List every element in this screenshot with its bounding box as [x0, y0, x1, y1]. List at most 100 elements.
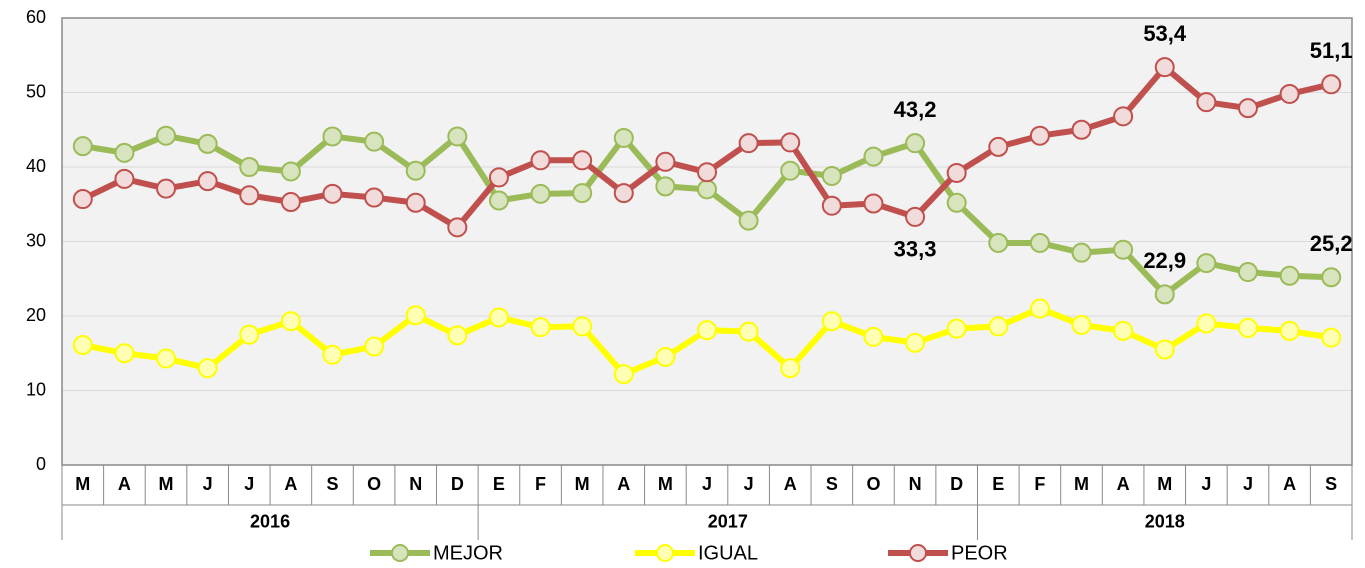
marker	[405, 192, 426, 213]
marker	[488, 307, 509, 328]
marker	[572, 183, 593, 204]
marker	[738, 210, 759, 231]
x-tick-label: J	[744, 474, 754, 494]
legend-label: MEJOR	[433, 542, 503, 564]
y-tick-label: 0	[36, 454, 46, 474]
marker	[655, 176, 676, 197]
marker	[1279, 265, 1300, 286]
y-tick-label: 30	[26, 230, 46, 250]
marker	[572, 316, 593, 337]
marker	[197, 171, 218, 192]
marker	[738, 133, 759, 154]
marker	[72, 136, 93, 157]
marker	[821, 165, 842, 186]
marker	[156, 348, 177, 369]
marker	[280, 192, 301, 213]
marker	[1113, 320, 1134, 341]
marker	[946, 192, 967, 213]
marker	[821, 311, 842, 332]
marker	[156, 178, 177, 199]
legend-marker	[656, 544, 674, 562]
data-label: 53,4	[1143, 21, 1187, 46]
marker	[905, 332, 926, 353]
marker	[1321, 267, 1342, 288]
marker	[447, 325, 468, 346]
x-tick-label: A	[784, 474, 797, 494]
marker	[1321, 327, 1342, 348]
marker	[114, 343, 135, 364]
marker	[988, 316, 1009, 337]
group-label: 2016	[250, 511, 290, 531]
marker	[905, 206, 926, 227]
x-tick-label: S	[1325, 474, 1337, 494]
marker	[364, 131, 385, 152]
x-tick-label: S	[326, 474, 338, 494]
marker	[322, 183, 343, 204]
marker	[738, 321, 759, 342]
group-label: 2018	[1145, 511, 1185, 531]
data-label: 33,3	[894, 237, 937, 262]
marker	[156, 125, 177, 146]
y-tick-label: 20	[26, 305, 46, 325]
marker	[655, 346, 676, 367]
marker	[239, 185, 260, 206]
marker	[988, 136, 1009, 157]
marker	[72, 335, 93, 356]
x-tick-label: M	[575, 474, 590, 494]
marker	[780, 358, 801, 379]
marker	[1196, 92, 1217, 113]
x-tick-label: M	[658, 474, 673, 494]
marker	[1029, 125, 1050, 146]
marker	[364, 336, 385, 357]
data-label: 25,2	[1310, 231, 1353, 256]
x-tick-label: J	[702, 474, 712, 494]
marker	[1113, 106, 1134, 127]
marker	[447, 217, 468, 238]
x-tick-label: A	[617, 474, 630, 494]
x-tick-label: N	[409, 474, 422, 494]
marker	[1237, 262, 1258, 283]
marker	[1196, 313, 1217, 334]
y-tick-label: 40	[26, 156, 46, 176]
x-tick-label: E	[992, 474, 1004, 494]
data-label: 43,2	[894, 97, 937, 122]
marker	[114, 142, 135, 163]
marker	[613, 183, 634, 204]
marker	[780, 160, 801, 181]
x-tick-label: M	[1074, 474, 1089, 494]
marker	[447, 126, 468, 147]
marker	[863, 146, 884, 167]
marker	[405, 305, 426, 326]
marker	[239, 324, 260, 345]
x-tick-label: E	[493, 474, 505, 494]
y-tick-label: 50	[26, 81, 46, 101]
marker	[114, 168, 135, 189]
legend-label: IGUAL	[698, 542, 758, 564]
data-label: 22,9	[1143, 248, 1186, 273]
x-tick-label: M	[1157, 474, 1172, 494]
marker	[405, 160, 426, 181]
y-tick-label: 60	[26, 7, 46, 27]
x-tick-label: O	[367, 474, 381, 494]
marker	[1237, 98, 1258, 119]
x-tick-label: F	[1034, 474, 1045, 494]
data-label: 51,1	[1310, 38, 1353, 63]
x-tick-label: M	[159, 474, 174, 494]
x-tick-label: D	[950, 474, 963, 494]
group-label: 2017	[708, 511, 748, 531]
x-tick-label: N	[909, 474, 922, 494]
x-tick-label: F	[535, 474, 546, 494]
legend-marker	[909, 544, 927, 562]
marker	[322, 344, 343, 365]
legend-marker	[391, 544, 409, 562]
marker	[863, 193, 884, 214]
x-tick-label: A	[1283, 474, 1296, 494]
marker	[488, 167, 509, 188]
marker	[1029, 232, 1050, 253]
marker	[821, 195, 842, 216]
marker	[1029, 298, 1050, 319]
marker	[197, 358, 218, 379]
marker	[1154, 284, 1175, 305]
plot-border	[61, 17, 1353, 466]
marker	[572, 150, 593, 171]
